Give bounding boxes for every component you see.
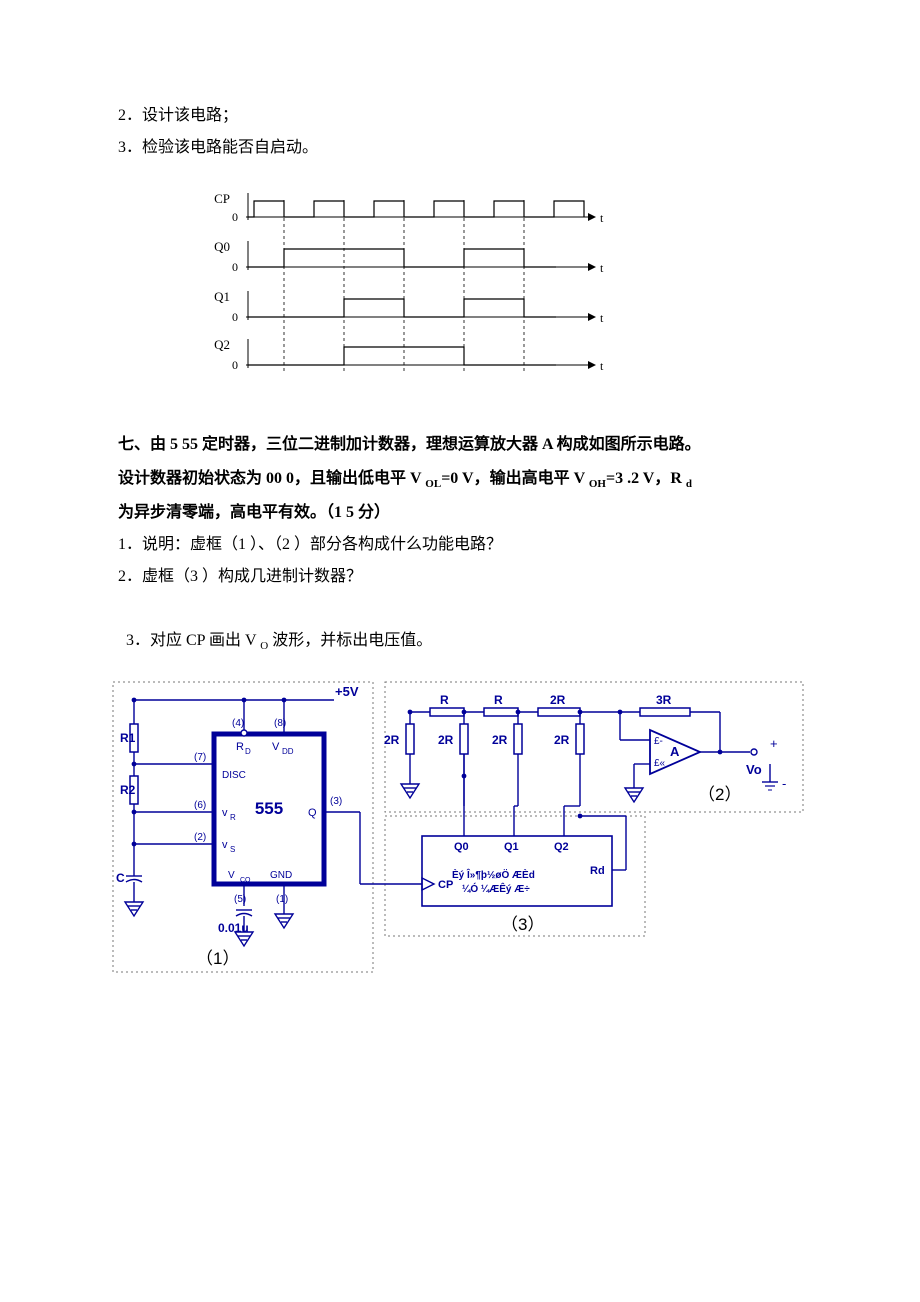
p1b-sub1: OL (425, 478, 441, 490)
q3-sub: O (260, 641, 268, 653)
sec7-q2: 2．虚框（3 ）构成几进制计数器？ (118, 561, 920, 593)
svg-text:v: v (222, 807, 228, 819)
svg-text:Q0: Q0 (214, 239, 230, 254)
svg-text:0: 0 (232, 210, 238, 224)
svg-text:Q1: Q1 (214, 289, 230, 304)
svg-text:+: + (770, 736, 778, 751)
svg-text:R: R (230, 813, 236, 822)
timing-svg: CP0tQ00tQ10tQ20t (208, 182, 608, 402)
sec7-p1a: 七、由 5 55 定时器，三位二进制加计数器，理想运算放大器 A 构成如图所示电… (118, 428, 920, 462)
svg-text:R: R (494, 693, 503, 707)
svg-text:Q2: Q2 (214, 337, 230, 352)
svg-text:（1）: （1） (196, 949, 239, 968)
svg-text:2R: 2R (550, 693, 566, 707)
svg-text:(7): (7) (194, 752, 206, 763)
svg-text:DD: DD (282, 747, 294, 756)
svg-text:-: - (782, 776, 786, 791)
p1b-mid: =0 V，输出高电平 V (441, 470, 589, 487)
svg-text:0: 0 (232, 358, 238, 372)
p1b-pre: 设计数器初始状态为 00 0，且输出低电平 V (118, 470, 425, 487)
svg-text:(5): (5) (234, 894, 246, 905)
svg-text:£«: £« (654, 758, 666, 769)
sec7-q3: 3．对应 CP 画出 V O 波形，并标出电压值。 (118, 593, 920, 657)
svg-text:D: D (245, 747, 251, 756)
svg-text:0: 0 (232, 260, 238, 274)
svg-text:t: t (600, 211, 604, 225)
svg-text:2R: 2R (438, 733, 454, 747)
svg-text:Q0: Q0 (454, 841, 469, 853)
svg-text:0: 0 (232, 310, 238, 324)
svg-text:t: t (600, 311, 604, 325)
svg-text:t: t (600, 359, 604, 373)
p1b-mid2: =3 .2 V，R (606, 470, 686, 487)
svg-text:v: v (222, 839, 228, 851)
svg-text:2R: 2R (384, 733, 400, 747)
svg-text:S: S (230, 845, 235, 854)
svg-text:DISC: DISC (222, 770, 246, 781)
svg-text:Vo: Vo (746, 762, 762, 777)
svg-text:R: R (440, 693, 449, 707)
svg-text:CO: CO (240, 877, 251, 884)
svg-text:+5V: +5V (335, 684, 359, 699)
svg-text:¼Ó ¼ÆÊý Æ÷: ¼Ó ¼ÆÊý Æ÷ (462, 882, 530, 895)
svg-text:A: A (670, 744, 680, 759)
p1b-sub3: d (686, 478, 692, 490)
svg-text:V: V (272, 741, 280, 753)
q3-pre: 3．对应 CP 画出 V (126, 632, 260, 649)
sec7-p1b: 设计数器初始状态为 00 0，且输出低电平 V OL=0 V，输出高电平 V O… (118, 462, 920, 496)
svg-text:Q1: Q1 (504, 841, 519, 853)
svg-text:(3): (3) (330, 796, 342, 807)
svg-text:GND: GND (270, 870, 292, 881)
sec7-p1c: 为异步清零端，高电平有效。（1 5 分） (118, 496, 920, 530)
svg-text:R: R (236, 741, 244, 753)
svg-text:2R: 2R (554, 733, 570, 747)
svg-text:(2): (2) (194, 832, 206, 843)
circuit-diagram: +5VR1R2C555(4)(8)RDVDD(7)DISC(6)vR(2)vS(… (110, 676, 920, 996)
svg-text:t: t (600, 261, 604, 275)
verify-line: 3．检验该电路能否自启动。 (118, 132, 920, 164)
svg-text:Èý Î»¶þ½øÖ ÆÈd: Èý Î»¶þ½øÖ ÆÈd (452, 868, 535, 881)
svg-text:0.01u: 0.01u (218, 921, 249, 935)
svg-text:（3）: （3） (501, 915, 544, 934)
p1b-sub2: OH (589, 478, 606, 490)
svg-text:V: V (228, 870, 235, 881)
svg-text:CP: CP (438, 879, 453, 891)
svg-text:（2）: （2） (698, 785, 741, 804)
sec7-q1: 1．说明：虚框（1 ）、（2 ）部分各构成什么功能电路？ (118, 529, 920, 561)
svg-text:3R: 3R (656, 693, 672, 707)
svg-text:2R: 2R (492, 733, 508, 747)
svg-text:Q: Q (308, 807, 317, 819)
q3-post: 波形，并标出电压值。 (268, 632, 432, 649)
svg-text:(6): (6) (194, 800, 206, 811)
svg-text:C: C (116, 871, 125, 885)
svg-text:(4): (4) (232, 718, 244, 729)
svg-text:Rd: Rd (590, 865, 605, 877)
timing-diagram: CP0tQ00tQ10tQ20t (208, 182, 920, 402)
circuit-svg: +5VR1R2C555(4)(8)RDVDD(7)DISC(6)vR(2)vS(… (110, 676, 810, 996)
svg-text:CP: CP (214, 191, 230, 206)
design-line: 2．设计该电路； (118, 100, 920, 132)
svg-text:R1: R1 (120, 731, 136, 745)
svg-text:(1): (1) (276, 894, 288, 905)
svg-text:(8): (8) (274, 718, 286, 729)
svg-text:£-: £- (654, 736, 663, 747)
svg-text:555: 555 (255, 799, 283, 818)
svg-text:Q2: Q2 (554, 841, 569, 853)
svg-text:R2: R2 (120, 783, 136, 797)
